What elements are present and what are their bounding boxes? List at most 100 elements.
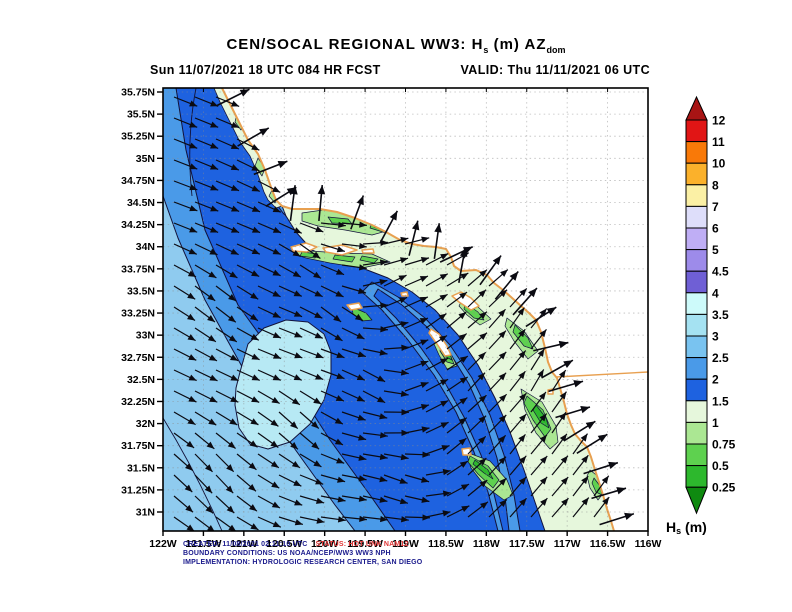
coastal-wave-arrow-head	[616, 487, 627, 495]
coastal-wave-arrow-head	[624, 512, 634, 521]
colorbar-tick-label: 8	[712, 178, 719, 192]
wave-arrow-head	[458, 438, 467, 446]
low-wave-height-patch	[332, 254, 356, 263]
wave-arrow-head	[357, 287, 366, 294]
colorbar-segment	[685, 162, 708, 186]
wave-arrow-head	[518, 350, 526, 359]
wave-arrow-head	[581, 497, 589, 506]
wave-arrow-head	[272, 521, 281, 528]
colorbar-tick-label: 2	[712, 373, 719, 387]
wave-arrow-head	[356, 374, 365, 381]
colorbar-tick-label: 1	[712, 416, 719, 430]
wave-arrow-head	[460, 272, 469, 280]
wave-arrow-head	[315, 373, 324, 380]
colorbar-top-arrow	[685, 95, 708, 121]
wave-arrow-head	[399, 498, 408, 505]
wave-arrow-head	[208, 271, 217, 278]
wave-arrow-head	[380, 515, 388, 523]
colorbar-tick-label: 5	[712, 243, 719, 257]
wave-arrow-head	[333, 314, 342, 322]
wave-arrow-head	[359, 242, 367, 250]
colorbar-tick-label: 7	[712, 200, 719, 214]
low-wave-height-patch	[351, 306, 373, 322]
latitude-labels: 35.75N 35.5N 35.25N 35N 34.75N 34.5N 34.25N 34N…	[121, 87, 155, 519]
wave-arrow-head	[209, 248, 218, 255]
coastal-wave-arrow-head	[259, 127, 269, 136]
lat-tick-label: 31.25N	[121, 484, 155, 496]
wave-arrow-head	[230, 121, 240, 128]
wave-arrow-head	[558, 370, 566, 379]
wave-arrow-head	[498, 414, 507, 423]
lat-tick-label: 32.5N	[127, 374, 155, 386]
colorbar-segment	[685, 119, 708, 143]
wave-arrow-head	[419, 276, 428, 282]
wave-arrow-head	[440, 253, 449, 260]
wave-arrow-head	[207, 314, 215, 323]
wave-arrow-head	[272, 206, 281, 213]
wave-arrow-head	[399, 257, 409, 264]
wave-arrow-head	[420, 256, 429, 264]
colorbar-segment	[685, 184, 708, 207]
wave-arrow-head	[209, 374, 218, 381]
wave-arrow-head	[229, 354, 239, 361]
lat-tick-label: 31.75N	[121, 440, 155, 452]
wave-arrow-head	[189, 226, 198, 233]
wave-arrow-head	[272, 290, 281, 297]
wave-arrow-head	[208, 418, 217, 426]
wave-arrow-head	[401, 344, 409, 351]
wave-arrow-head	[210, 163, 219, 170]
wave-arrow-head	[209, 226, 219, 233]
wave-arrow-head	[250, 292, 259, 300]
lon-tick-label: 120W	[311, 538, 339, 550]
wave-arrow-head	[207, 335, 216, 342]
colorbar-segment	[685, 378, 708, 402]
wave-arrow-head	[206, 441, 215, 449]
colorbar-segment	[685, 465, 708, 488]
wave-arrow-head	[187, 313, 196, 321]
wave-direction-arrows	[173, 88, 635, 531]
colorbar-tick-label: 1.5	[712, 394, 729, 408]
wave-arrow-head	[189, 205, 198, 212]
wave-arrow-head	[251, 396, 260, 403]
wave-arrow-head	[186, 524, 195, 531]
wave-arrow-head	[400, 453, 409, 461]
wave-arrow-head	[251, 205, 261, 212]
wave-arrow-head	[250, 523, 259, 530]
title-units: (m) AZ	[488, 36, 547, 53]
wave-arrow-head	[442, 490, 451, 497]
wave-arrow-head	[519, 288, 527, 297]
wave-arrow-head	[188, 354, 197, 361]
lat-tick-label: 35.25N	[121, 131, 155, 143]
wave-arrow-head	[228, 293, 237, 301]
us-mexico-border	[555, 371, 648, 378]
wave-arrow-head	[184, 484, 193, 493]
wave-arrow-head	[380, 239, 388, 247]
wave-arrow-head	[290, 442, 298, 450]
wave-arrow-head	[400, 369, 409, 376]
wave-arrow-head	[272, 332, 281, 339]
wave-arrow-head	[354, 313, 363, 321]
coastal-wave-arrow-head	[573, 380, 584, 388]
wave-arrow-head	[480, 501, 488, 509]
wave-arrow-head	[498, 372, 507, 381]
wave-arrow-head	[210, 142, 219, 149]
wave-arrow-head	[499, 289, 508, 298]
wave-arrow-head	[419, 318, 428, 324]
wave-arrow-head	[479, 269, 487, 277]
wave-arrow-head	[478, 458, 487, 466]
wave-arrow-head	[293, 479, 302, 487]
wave-arrow-head	[461, 505, 470, 512]
wave-arrow-head	[356, 332, 365, 339]
wave-arrow-head	[379, 453, 388, 460]
wave-arrow-head	[420, 339, 429, 346]
wave-arrow-head	[379, 476, 388, 483]
wave-arrow-head	[358, 264, 367, 271]
low-wave-height-patch	[512, 324, 534, 350]
wave-arrow-head	[478, 395, 487, 403]
wave-arrow-head	[210, 100, 219, 107]
lon-tick-label: 118W	[473, 538, 500, 550]
wave-arrow-head	[270, 461, 279, 468]
coastal-wave-arrow-head	[597, 434, 608, 443]
wave-arrow-head	[419, 296, 428, 303]
